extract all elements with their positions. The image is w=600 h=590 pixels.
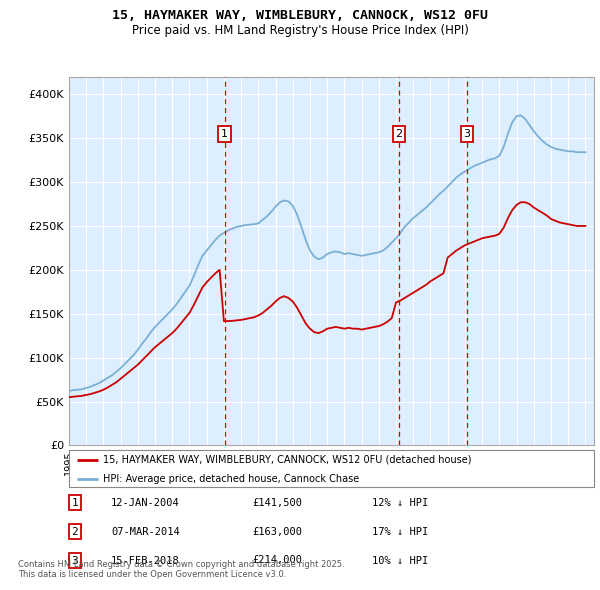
Text: £141,500: £141,500	[252, 498, 302, 507]
Text: 1: 1	[71, 498, 79, 507]
Text: 15-FEB-2018: 15-FEB-2018	[111, 556, 180, 565]
Text: 12% ↓ HPI: 12% ↓ HPI	[372, 498, 428, 507]
Text: 17% ↓ HPI: 17% ↓ HPI	[372, 527, 428, 536]
Text: 2: 2	[395, 129, 403, 139]
Text: 1: 1	[221, 129, 228, 139]
Text: 3: 3	[71, 556, 79, 565]
Text: 3: 3	[463, 129, 470, 139]
Text: HPI: Average price, detached house, Cannock Chase: HPI: Average price, detached house, Cann…	[103, 474, 359, 484]
Text: 07-MAR-2014: 07-MAR-2014	[111, 527, 180, 536]
Text: 12-JAN-2004: 12-JAN-2004	[111, 498, 180, 507]
Text: Price paid vs. HM Land Registry's House Price Index (HPI): Price paid vs. HM Land Registry's House …	[131, 24, 469, 37]
Text: 15, HAYMAKER WAY, WIMBLEBURY, CANNOCK, WS12 0FU: 15, HAYMAKER WAY, WIMBLEBURY, CANNOCK, W…	[112, 9, 488, 22]
Text: 10% ↓ HPI: 10% ↓ HPI	[372, 556, 428, 565]
Text: 2: 2	[71, 527, 79, 536]
Text: £214,000: £214,000	[252, 556, 302, 565]
Text: £163,000: £163,000	[252, 527, 302, 536]
Text: Contains HM Land Registry data © Crown copyright and database right 2025.
This d: Contains HM Land Registry data © Crown c…	[18, 560, 344, 579]
Text: 15, HAYMAKER WAY, WIMBLEBURY, CANNOCK, WS12 0FU (detached house): 15, HAYMAKER WAY, WIMBLEBURY, CANNOCK, W…	[103, 455, 472, 465]
